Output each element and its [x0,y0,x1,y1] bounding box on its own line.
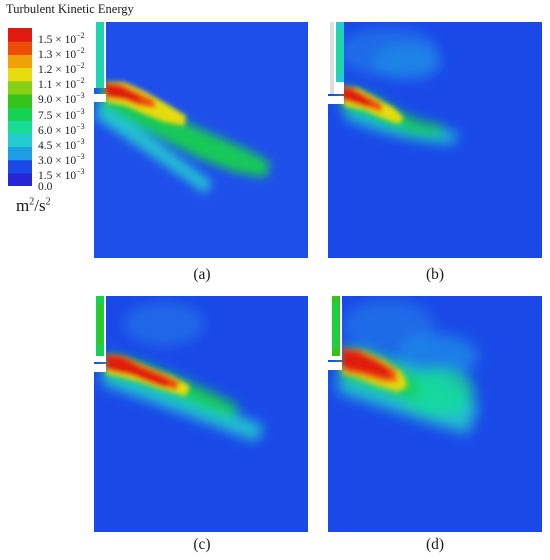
colorbar-band [8,133,32,148]
contour-panel-b [328,22,542,258]
colorbar-band [8,107,32,121]
colorbar-band [8,159,32,174]
colorbar-tick-label: 4.5 × 10−3 [38,136,85,152]
colorbar-band [8,67,32,82]
colorbar-tick-label: 1.3 × 10−2 [38,46,85,61]
legend-title: Turbulent Kinetic Energy [6,2,134,16]
contour-panel-c [94,296,308,532]
colorbar-tick-label: 6.0 × 10−3 [38,121,85,137]
colorbar-band [8,41,32,55]
contour-panel-d [328,296,542,532]
colorbar [8,28,32,186]
colorbar-band [8,120,32,134]
panel-label-d: (d) [425,536,445,553]
colorbar-tick-label: 9.0 × 10−3 [38,91,85,107]
colorbar-tick-label: 3.0 × 10−3 [38,151,85,167]
colorbar-band [8,80,32,95]
colorbar-band [8,172,32,186]
colorbar-tick-label: 1.5 × 10−3 [38,166,85,182]
colorbar-tick-label: 1.1 × 10−2 [38,76,85,92]
colorbar-tick-label: 1.5 × 10−2 [38,31,85,46]
panel-label-c: (c) [193,536,211,553]
unit-label: m2/s2 [16,196,51,215]
colorbar-band [8,93,32,108]
colorbar-tick-label: 1.2 × 10−2 [38,61,85,77]
contour-panel-a [94,22,308,258]
colorbar-band [8,28,32,42]
colorbar-gradient [8,28,32,186]
panel-label-a: (a) [193,266,211,283]
panel-label-b: (b) [425,266,445,283]
colorbar-band [8,146,32,161]
colorbar-band [8,54,32,69]
colorbar-tick-label: 0.0 [38,181,53,193]
colorbar-tick-label: 7.5 × 10−3 [38,106,85,122]
